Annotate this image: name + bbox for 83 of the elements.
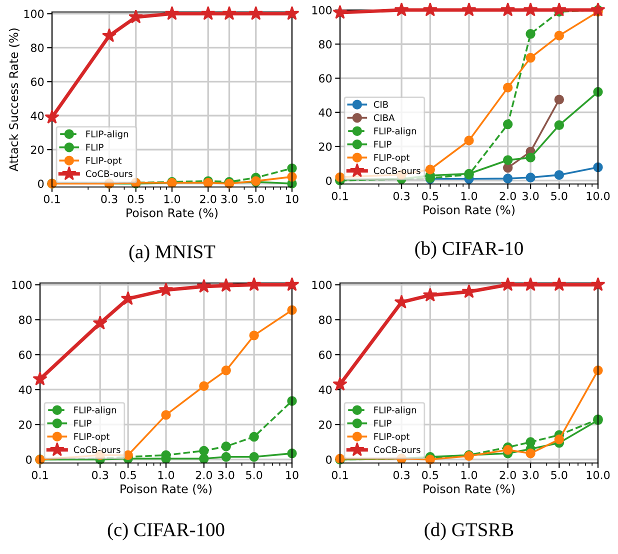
x-tick-label: 10.0: [586, 192, 610, 200]
y-tick-label: 0: [26, 455, 32, 464]
legend-label: CoCB-ours: [86, 170, 132, 178]
y-tick-label: 60: [319, 350, 332, 360]
x-tick-label: 0.3: [101, 194, 118, 204]
x-tick-label: 1.0: [461, 192, 478, 200]
x-axis-title: Poison Rate (%): [120, 484, 212, 495]
x-tick-label: 3.0: [522, 470, 539, 480]
x-tick-label: 1.0: [461, 470, 478, 480]
y-tick-label: 40: [318, 386, 332, 394]
legend-label: FLIP: [86, 144, 104, 150]
legend-label: FLIP-align: [374, 406, 416, 416]
legend-label: FLIP: [374, 140, 392, 148]
legend-label: CoCB-ours: [374, 167, 420, 174]
y-tick-label: 20: [31, 146, 44, 154]
x-tick-label: 0.3: [393, 192, 410, 200]
y-tick-label: 80: [318, 316, 332, 324]
x-tick-label: 1.0: [164, 194, 180, 204]
x-tick-label: 0.1: [44, 194, 60, 204]
legend-label: FLIP-align: [374, 127, 416, 136]
legend-label: FLIP: [374, 420, 392, 426]
y-tick-label: 80: [18, 316, 32, 324]
legend-label: FLIP-opt: [86, 157, 122, 166]
legend-label: CoCB-ours: [374, 446, 420, 454]
x-tick-label: 0.3: [393, 470, 410, 480]
y-tick-label: 100: [312, 6, 332, 14]
x-tick-label: 0.5: [128, 194, 144, 204]
text: (b) CIFAR-10: [415, 241, 523, 259]
y-tick-label: 20: [319, 142, 332, 151]
y-axis-title: Attack Success Rate (%): [8, 28, 20, 172]
x-tick-label: 5.0: [551, 470, 568, 480]
x-tick-label: 2.0: [196, 470, 212, 480]
legend-label: FLIP-opt: [74, 433, 110, 442]
x-tick-label: 3.0: [522, 192, 539, 200]
y-tick-label: 100: [24, 10, 44, 18]
y-tick-label: 40: [18, 386, 32, 394]
y-tick-label: 60: [31, 78, 44, 86]
text: (c) CIFAR-100: [108, 522, 224, 540]
text: (d) GTSRB: [424, 522, 514, 540]
x-tick-label: 2.0: [500, 192, 516, 200]
x-tick-label: 5.0: [551, 192, 568, 200]
x-tick-label: 0.1: [32, 470, 48, 480]
x-tick-label: 10: [286, 194, 298, 204]
x-tick-label: 2.0: [200, 194, 216, 204]
x-tick-label: 10: [286, 470, 298, 480]
x-tick-label: 3.0: [221, 194, 238, 204]
y-tick-label: 0: [326, 455, 332, 464]
legend-label: FLIP-opt: [374, 154, 410, 163]
x-axis-title: Poison Rate (%): [424, 205, 515, 216]
x-tick-label: 0.5: [422, 192, 438, 200]
y-tick-label: 0: [38, 180, 44, 188]
x-tick-label: 5.0: [248, 194, 264, 204]
x-tick-label: 0.1: [332, 192, 348, 200]
legend-label: FLIP-align: [86, 130, 128, 140]
legend-label: FLIP: [74, 420, 92, 426]
legend-label: FLIP-opt: [374, 433, 410, 442]
legend-label: CoCB-ours: [74, 446, 120, 454]
y-tick-label: 80: [318, 40, 332, 48]
y-tick-label: 80: [30, 44, 44, 52]
x-tick-label: 10.0: [586, 470, 610, 480]
x-axis-title: Poison Rate (%): [424, 484, 515, 495]
y-tick-label: 20: [319, 420, 332, 429]
x-tick-label: 2.0: [500, 470, 516, 480]
text: (a) MNIST: [129, 244, 216, 262]
x-tick-label: 0.1: [332, 470, 348, 480]
y-tick-label: 0: [326, 176, 332, 185]
y-tick-label: 100: [12, 280, 32, 290]
y-tick-label: 100: [312, 280, 332, 290]
legend-label: CIB: [374, 101, 388, 108]
legend-label: FLIP-align: [74, 406, 116, 416]
y-tick-label: 40: [30, 112, 44, 120]
y-tick-label: 40: [318, 108, 332, 117]
legend-label: CIBA: [374, 114, 395, 122]
x-axis-title: Poison Rate (%): [126, 208, 218, 219]
x-tick-label: 0.3: [92, 470, 108, 480]
y-tick-label: 60: [319, 74, 332, 83]
x-tick-label: 0.5: [120, 470, 136, 480]
x-tick-label: 5.0: [246, 470, 262, 480]
y-tick-label: 20: [19, 420, 32, 429]
x-tick-label: 1.0: [158, 470, 174, 480]
y-tick-label: 60: [19, 350, 32, 360]
x-tick-label: 3.0: [218, 470, 234, 480]
x-tick-label: 0.5: [422, 470, 438, 480]
